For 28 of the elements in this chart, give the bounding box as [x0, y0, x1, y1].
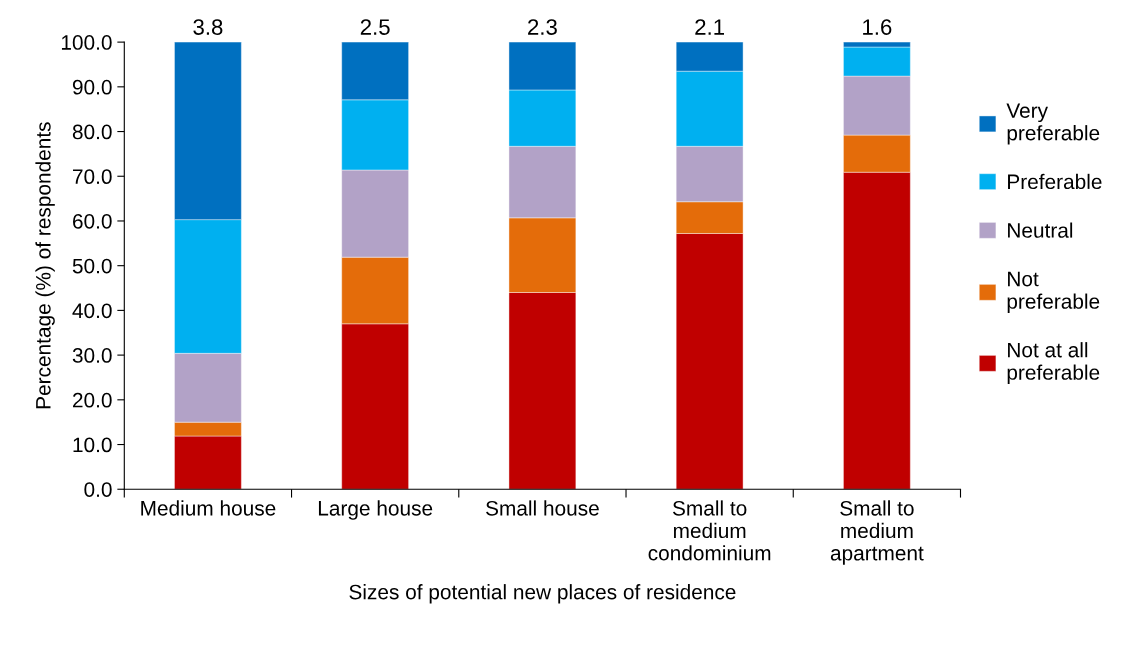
x-axis-title: Sizes of potential new places of residence: [349, 584, 736, 604]
y-tick-label: 60.0: [73, 213, 112, 229]
y-tick-label: 100.0: [61, 35, 112, 50]
y-tick-label: 30.0: [72, 348, 112, 363]
legend-label: Preferable: [1008, 173, 1102, 190]
y-axis-title: Percentage (%) of respondents: [35, 122, 55, 409]
legend-label: Neutral: [1008, 222, 1073, 238]
x-tick-label: Small to medium condominium: [648, 500, 771, 561]
y-tick-label: 50.0: [72, 258, 112, 274]
y-tick-label: 0.0: [84, 482, 112, 497]
legend-label: Not preferable: [1007, 271, 1100, 313]
annotation: 2.1: [695, 19, 724, 35]
annotation: 2.5: [360, 19, 390, 35]
annotation: 3.8: [193, 19, 223, 35]
y-tick-label: 80.0: [72, 124, 112, 140]
annotation: 1.6: [863, 19, 892, 35]
x-tick-label: Small to medium apartment: [830, 500, 924, 565]
y-tick-label: 10.0: [73, 437, 112, 453]
legend-label: Not at all preferable: [1007, 342, 1100, 384]
annotation: 2.3: [528, 19, 557, 35]
legend-label: Very preferable: [1006, 103, 1100, 145]
x-tick-label: Small house: [486, 500, 599, 516]
x-tick-label: Medium house: [141, 500, 276, 516]
y-tick-label: 70.0: [73, 169, 112, 185]
x-tick-label: Large house: [318, 500, 433, 520]
y-tick-label: 20.0: [73, 392, 112, 408]
y-tick-label: 90.0: [72, 79, 112, 95]
y-tick-label: 40.0: [72, 303, 112, 319]
